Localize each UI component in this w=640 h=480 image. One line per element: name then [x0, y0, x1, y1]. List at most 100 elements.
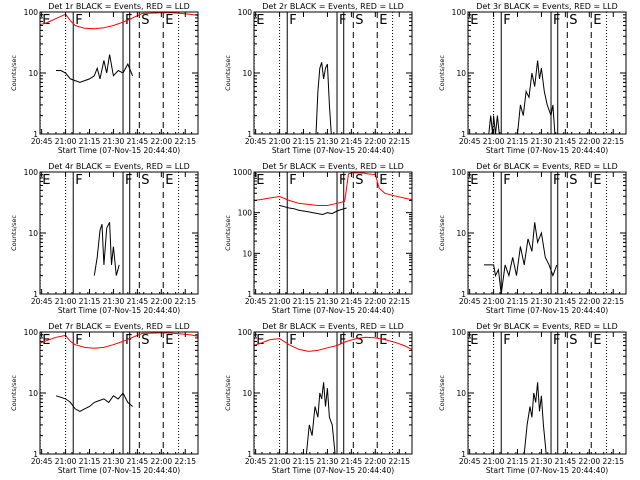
plot-frame: [253, 171, 413, 295]
marker-label: S: [355, 13, 363, 28]
x-tick-label: 21:30: [103, 297, 125, 306]
marker-label: S: [569, 173, 577, 188]
x-tick-label: 22:15: [602, 457, 624, 466]
marker-label: F: [289, 333, 296, 348]
x-tick-label: 21:45: [341, 457, 363, 466]
marker-label: E: [593, 333, 601, 348]
x-tick-label: 21:45: [555, 457, 577, 466]
marker-label: E: [165, 13, 173, 28]
x-tick-label: 21:30: [531, 457, 553, 466]
x-axis-label: Start Time (07-Nov-15 20:44:40): [486, 306, 608, 315]
y-tick-label: 1: [33, 450, 38, 459]
y-tick-label: 10: [242, 69, 252, 78]
events-series-line: [305, 382, 336, 455]
x-tick-label: 21:45: [127, 457, 149, 466]
x-tick-label: 21:00: [55, 137, 77, 146]
plot-frame: [253, 11, 413, 135]
x-tick-label: 21:30: [103, 457, 125, 466]
marker-label: S: [569, 333, 577, 348]
x-tick-label: 20:45: [245, 457, 267, 466]
x-axis-label: Start Time (07-Nov-15 20:44:40): [486, 146, 608, 155]
x-tick-label: 22:15: [174, 297, 196, 306]
y-axis-label: Counts/sec: [438, 215, 446, 251]
x-tick-label: 21:30: [531, 297, 553, 306]
y-tick-label: 100: [238, 328, 253, 337]
x-tick-label: 20:45: [245, 297, 267, 306]
x-tick-label: 21:00: [55, 457, 77, 466]
y-axis-label: Counts/sec: [224, 55, 232, 91]
marker-label: E: [470, 173, 478, 188]
x-tick-label: 20:45: [31, 137, 53, 146]
lld-series-line: [39, 332, 198, 349]
panel-title: Det 2r BLACK = Events, RED = LLD: [262, 2, 404, 11]
x-tick-label: 21:45: [341, 137, 363, 146]
y-tick-label: 10: [28, 229, 38, 238]
x-axis-label: Start Time (07-Nov-15 20:44:40): [486, 466, 608, 475]
x-tick-label: 21:45: [127, 297, 149, 306]
panel-title: Det 8r BLACK = Events, RED = LLD: [262, 322, 404, 331]
marker-label: E: [470, 333, 478, 348]
marker-label: E: [165, 173, 173, 188]
marker-label: S: [355, 173, 363, 188]
x-axis-label: Start Time (07-Nov-15 20:44:40): [272, 466, 394, 475]
panel-title: Det 6r BLACK = Events, RED = LLD: [476, 162, 618, 171]
panel-title: Det 5r BLACK = Events, RED = LLD: [262, 162, 404, 171]
x-tick-label: 21:15: [79, 137, 101, 146]
y-tick-label: 10: [242, 389, 252, 398]
marker-label: F: [289, 173, 296, 188]
x-axis-label: Start Time (07-Nov-15 20:44:40): [58, 146, 180, 155]
panel-title: Det 3r BLACK = Events, RED = LLD: [476, 2, 618, 11]
marker-label: E: [379, 333, 387, 348]
marker-label: E: [256, 173, 264, 188]
x-tick-label: 20:45: [459, 457, 481, 466]
x-tick-label: 21:00: [483, 137, 505, 146]
y-axis-label: Counts/sec: [224, 375, 232, 411]
plot-frame: [39, 11, 199, 135]
marker-label: E: [256, 333, 264, 348]
events-series-line: [315, 62, 332, 135]
marker-label: F: [289, 13, 296, 28]
x-axis-label: Start Time (07-Nov-15 20:44:40): [58, 466, 180, 475]
plot-frame: [467, 331, 627, 455]
y-tick-label: 100: [452, 8, 467, 17]
x-tick-label: 21:00: [269, 297, 291, 306]
marker-label: E: [42, 173, 50, 188]
marker-label: F: [75, 13, 82, 28]
x-tick-label: 21:15: [293, 457, 315, 466]
y-tick-label: 1: [247, 450, 252, 459]
x-tick-label: 21:00: [269, 137, 291, 146]
x-tick-label: 21:15: [79, 297, 101, 306]
y-tick-label: 100: [452, 168, 467, 177]
panel-title: Det 9r BLACK = Events, RED = LLD: [476, 322, 618, 331]
y-tick-label: 100: [452, 328, 467, 337]
plot-frame: [39, 331, 199, 455]
y-tick-label: 100: [24, 168, 39, 177]
x-tick-label: 21:15: [507, 457, 529, 466]
x-tick-label: 21:30: [317, 457, 339, 466]
x-tick-label: 22:15: [388, 297, 410, 306]
x-tick-label: 21:45: [127, 137, 149, 146]
y-tick-label: 1: [33, 130, 38, 139]
marker-label: F: [503, 173, 510, 188]
marker-label: F: [553, 173, 560, 188]
marker-label: E: [256, 13, 264, 28]
x-tick-label: 21:45: [555, 137, 577, 146]
x-tick-label: 21:30: [531, 137, 553, 146]
x-tick-label: 22:00: [579, 297, 601, 306]
y-tick-label: 10: [28, 389, 38, 398]
x-tick-label: 20:45: [31, 297, 53, 306]
x-tick-label: 22:15: [602, 137, 624, 146]
marker-label: E: [593, 173, 601, 188]
x-tick-label: 21:30: [103, 137, 125, 146]
x-tick-label: 22:15: [602, 297, 624, 306]
y-tick-label: 1: [461, 290, 466, 299]
y-axis-label: Counts/sec: [438, 375, 446, 411]
marker-label: E: [42, 13, 50, 28]
x-tick-label: 22:15: [388, 457, 410, 466]
x-tick-label: 21:15: [293, 297, 315, 306]
marker-label: F: [75, 173, 82, 188]
y-axis-label: Counts/sec: [10, 55, 18, 91]
